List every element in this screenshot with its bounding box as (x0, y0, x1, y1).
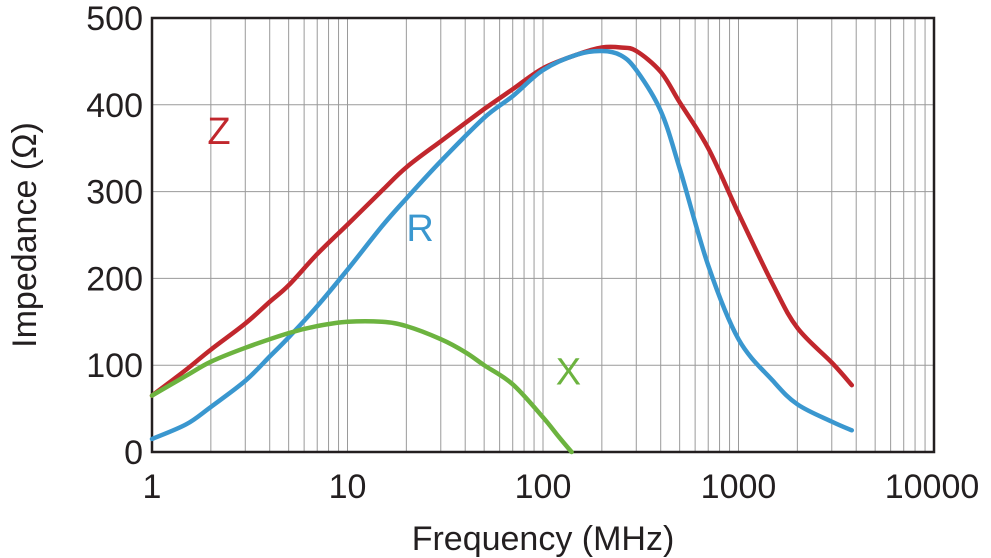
series-line-r (149, 48, 855, 442)
plot-frame (150, 16, 936, 454)
y-tick-label: 400 (86, 87, 143, 125)
x-axis-title: Frequency (MHz) (412, 520, 675, 558)
y-tick-label: 100 (86, 347, 143, 385)
series-label-r: R (406, 208, 433, 250)
y-tick-labels: 0 100 200 300 400 500 (86, 0, 143, 472)
series-label-x: X (556, 351, 581, 393)
series-labels: Z R X (207, 111, 581, 393)
x-tick-label: 1 (143, 468, 162, 506)
y-tick-label: 500 (86, 0, 143, 38)
y-tick-label: 300 (86, 174, 143, 212)
grid (152, 18, 934, 452)
series-line-z (149, 44, 855, 398)
y-tick-label: 0 (124, 434, 143, 472)
x-tick-label: 1000 (701, 468, 777, 506)
series-lines (149, 44, 855, 455)
series-line-x (149, 319, 574, 455)
y-axis-title: Impedance (Ω) (6, 122, 44, 348)
x-tick-label: 10000 (885, 468, 980, 506)
y-tick-label: 200 (86, 260, 143, 298)
x-tick-label: 10 (329, 468, 367, 506)
x-tick-label: 100 (515, 468, 572, 506)
series-label-z: Z (207, 111, 230, 153)
x-tick-labels: 1 10 100 1000 10000 (143, 468, 980, 506)
